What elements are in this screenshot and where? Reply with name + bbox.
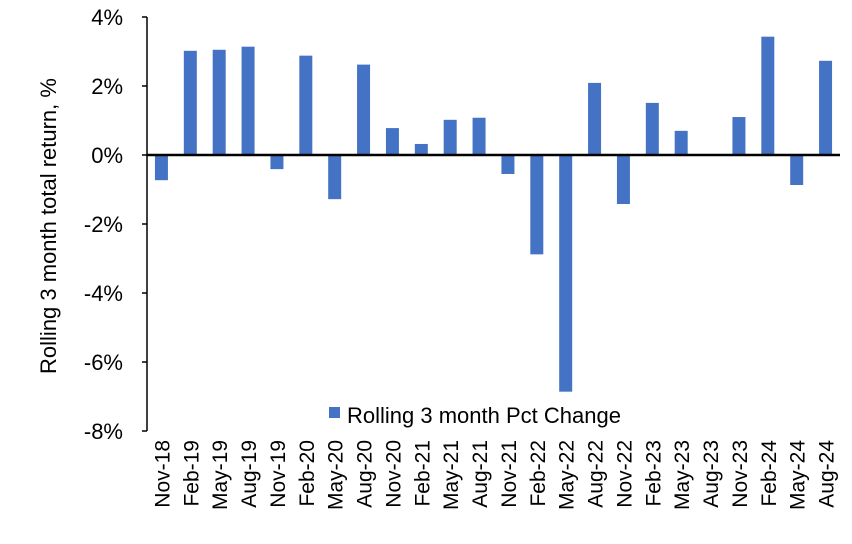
bar-aug-19	[241, 46, 255, 155]
bar-nov-22	[616, 155, 630, 204]
bar-nov-20	[385, 128, 399, 155]
x-tick-label: May-21	[440, 440, 463, 510]
x-tick-label: Nov-23	[729, 440, 752, 508]
x-tick-label: Aug-23	[700, 440, 723, 508]
x-tick-labels: Nov-18 Feb-19 May-19 Aug-19 Nov-19 Feb-20 May-…	[151, 440, 838, 510]
x-tick-label: Aug-24	[816, 440, 839, 508]
x-tick-label: Nov-18	[151, 440, 174, 508]
x-tick-label: Feb-23	[642, 440, 665, 507]
x-tick-label: Feb-20	[296, 440, 319, 507]
bar-may-22	[559, 155, 573, 392]
bar-feb-24	[761, 36, 775, 155]
legend-label: Rolling 3 month Pct Change	[347, 403, 621, 428]
x-tick-label: May-20	[325, 440, 348, 510]
bar-may-19	[212, 49, 226, 155]
bar-may-21	[443, 119, 457, 155]
bar-nov-23	[732, 117, 746, 155]
y-tick-label: 2%	[91, 74, 123, 99]
bar-may-23	[674, 130, 688, 155]
y-tick-label: 4%	[91, 5, 123, 30]
bar-may-20	[328, 155, 342, 200]
bar-aug-21	[472, 117, 486, 155]
y-axis-label: Rolling 3 month total return, %	[36, 78, 61, 374]
bar-nov-19	[270, 155, 284, 170]
x-tick-label: Aug-19	[238, 440, 261, 508]
bar-aug-22	[588, 82, 602, 155]
y-ticks: 4% 2% 0% -2% -4% -6% -8%	[84, 5, 147, 444]
bar-may-24	[790, 155, 804, 186]
bar-feb-21	[414, 143, 428, 155]
y-tick-label: 0%	[91, 143, 123, 168]
x-tick-label: May-23	[671, 440, 694, 510]
y-tick-label: -2%	[84, 212, 123, 237]
bar-aug-20	[357, 64, 371, 155]
bar-feb-22	[530, 155, 544, 255]
x-tick-label: Nov-22	[613, 440, 636, 508]
x-tick-label: May-24	[787, 440, 810, 510]
bars-group	[154, 36, 833, 392]
x-tick-label: May-19	[209, 440, 232, 510]
bar-nov-21	[501, 155, 515, 174]
x-tick-label: Nov-19	[267, 440, 290, 508]
x-tick-label: Nov-21	[498, 440, 521, 508]
bar-nov-18	[154, 155, 168, 181]
x-tick-label: Feb-24	[758, 440, 781, 507]
x-tick-label: Aug-22	[585, 440, 608, 508]
x-tick-label: Nov-20	[382, 440, 405, 508]
bar-aug-24	[819, 60, 833, 155]
x-tick-label: Aug-21	[469, 440, 492, 508]
y-tick-label: -8%	[84, 419, 123, 444]
y-tick-label: -4%	[84, 281, 123, 306]
x-tick-label: May-22	[556, 440, 579, 510]
x-tick-label: Feb-19	[180, 440, 203, 507]
x-tick-label: Aug-20	[354, 440, 377, 508]
bar-feb-23	[645, 102, 659, 155]
x-tick-label: Feb-21	[411, 440, 434, 507]
y-tick-label: -6%	[84, 350, 123, 375]
legend-swatch	[329, 407, 340, 418]
legend: Rolling 3 month Pct Change	[329, 403, 621, 428]
bar-feb-19	[183, 50, 197, 156]
x-tick-label: Feb-22	[527, 440, 550, 507]
bar-feb-20	[299, 55, 313, 155]
